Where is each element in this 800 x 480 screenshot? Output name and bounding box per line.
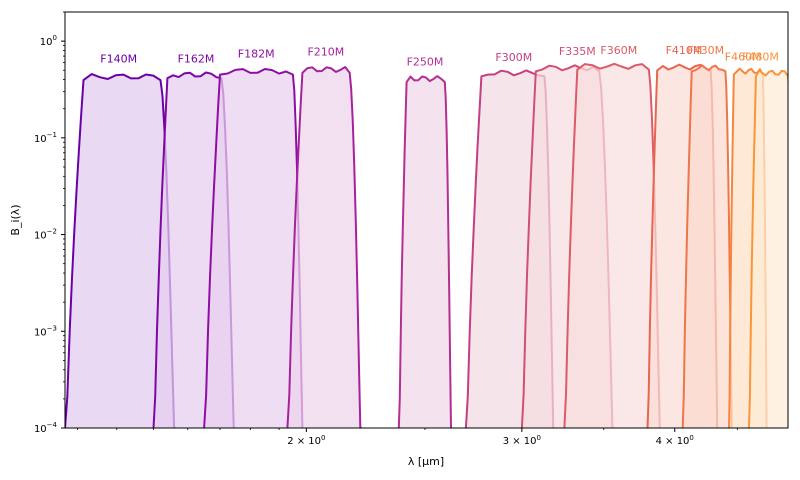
filter-series-f480m bbox=[748, 69, 788, 428]
filter-label-f162m: F162M bbox=[178, 53, 215, 66]
filter-series-f360m bbox=[563, 62, 662, 428]
filter-series-f182m bbox=[203, 68, 304, 428]
filter-area-f250m bbox=[398, 76, 452, 428]
filter-area-f360m bbox=[564, 63, 662, 428]
filter-label-f480m: F480M bbox=[742, 51, 779, 64]
filter-label-f410m: F410M bbox=[666, 44, 703, 57]
x-tick-label: 4 × 100 bbox=[656, 434, 694, 447]
y-axis-label: B_i(λ) bbox=[9, 204, 22, 235]
filter-curve-f210m bbox=[286, 66, 362, 428]
filter-curve-f480m bbox=[748, 69, 788, 428]
filter-label-f360m: F360M bbox=[600, 44, 637, 57]
y-axis-ticks: 10−4 10−3 10−2 10−1 100 bbox=[34, 11, 65, 435]
y-tick-label: 10−1 bbox=[34, 131, 57, 145]
x-tick-label: 3 × 100 bbox=[503, 434, 541, 447]
filter-label-f300m: F300M bbox=[495, 51, 532, 64]
filter-series-f250m bbox=[397, 75, 452, 428]
filter-series-f210m bbox=[286, 66, 362, 428]
filter-curve-f250m bbox=[397, 75, 452, 428]
filter-label-f250m: F250M bbox=[407, 56, 444, 69]
y-tick-label: 10−3 bbox=[34, 324, 57, 338]
filter-area-f430m bbox=[682, 65, 733, 428]
filter-label-f182m: F182M bbox=[238, 47, 275, 60]
y-tick-label: 10−2 bbox=[34, 228, 57, 242]
filter-label-f140m: F140M bbox=[100, 53, 137, 66]
filter-areas bbox=[65, 62, 788, 428]
filter-area-f182m bbox=[204, 69, 304, 428]
filter-labels: F140M F162M F182M F210M F250M F300M F335M F360M… bbox=[100, 44, 779, 69]
x-axis-ticks: 2 × 100 3 × 100 4 × 100 bbox=[77, 428, 738, 447]
filter-label-f430m: F430M bbox=[687, 44, 724, 57]
filter-series-f430m bbox=[681, 64, 733, 428]
x-tick-label: 2 × 100 bbox=[287, 434, 325, 447]
filter-label-f210m: F210M bbox=[307, 46, 344, 59]
y-tick-label: 100 bbox=[40, 34, 57, 48]
x-axis-label: λ [μm] bbox=[408, 455, 444, 468]
filter-area-f140m bbox=[65, 74, 176, 428]
filter-area-f480m bbox=[749, 70, 788, 428]
filter-label-f460m: F460M bbox=[725, 51, 762, 64]
filter-curve-f430m bbox=[681, 64, 733, 428]
filter-area-f210m bbox=[287, 67, 362, 428]
filter-label-f335m: F335M bbox=[559, 45, 596, 58]
plot-frame bbox=[64, 11, 789, 429]
y-tick-label: 10−4 bbox=[34, 421, 58, 435]
